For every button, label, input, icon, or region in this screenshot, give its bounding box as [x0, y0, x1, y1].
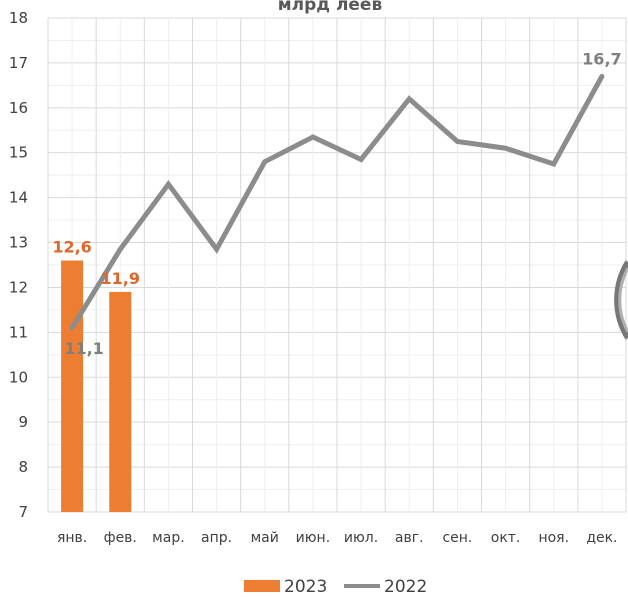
data-labels: 12,6 11,9 11,1 16,7: [52, 49, 621, 357]
data-label: 16,7: [582, 49, 621, 68]
legend-label-2022: 2022: [384, 577, 427, 597]
y-tick-label: 13: [9, 234, 28, 252]
data-label: 12,6: [52, 238, 91, 257]
x-tick-label: ноя.: [538, 530, 569, 546]
x-tick-label: июл.: [344, 530, 378, 546]
y-tick-label: 11: [9, 323, 28, 341]
y-tick-label: 8: [18, 458, 28, 476]
x-tick-label: апр.: [201, 530, 232, 546]
y-tick-label: 7: [18, 503, 28, 521]
y-tick-label: 9: [18, 413, 28, 431]
line-series: [69, 73, 605, 331]
x-tick-label: дек.: [586, 530, 617, 546]
line-2022: [69, 73, 605, 331]
x-tick-label: фев.: [104, 530, 137, 546]
y-tick-label: 17: [9, 54, 28, 72]
y-tick-label: 18: [9, 9, 28, 27]
data-label: 11,1: [64, 339, 103, 358]
y-tick-label: 10: [9, 368, 28, 386]
y-tick-label: 15: [9, 144, 28, 162]
x-tick-label: сен.: [442, 530, 472, 546]
x-axis-ticks: янв. фев. мар. апр. май июн. июл. авг. сен. окт. н…: [57, 530, 618, 546]
y-tick-label: 12: [9, 278, 28, 296]
x-tick-label: июн.: [296, 530, 331, 546]
chart-title: млрд леев: [278, 0, 383, 15]
bars-series: [61, 260, 132, 512]
x-tick-label: авг.: [395, 530, 424, 546]
decorative-circle-edge: [614, 260, 628, 340]
x-tick-label: май: [251, 530, 279, 546]
bar-2023-0: [61, 260, 84, 512]
x-tick-label: окт.: [491, 530, 521, 546]
data-label: 11,9: [101, 269, 140, 288]
x-tick-label: мар.: [152, 530, 184, 546]
y-axis-ticks: 7 8 9 10 11 12 13 14 15 16 17 18: [9, 9, 28, 521]
legend: 2023 2022: [244, 577, 427, 597]
legend-label-2023: 2023: [284, 577, 327, 597]
x-tick-label: янв.: [57, 530, 87, 546]
bar-2023-1: [109, 291, 132, 512]
y-tick-label: 16: [9, 99, 28, 117]
y-tick-label: 14: [9, 189, 28, 207]
gridlines: [47, 17, 627, 513]
legend-swatch-2023: [244, 580, 280, 592]
